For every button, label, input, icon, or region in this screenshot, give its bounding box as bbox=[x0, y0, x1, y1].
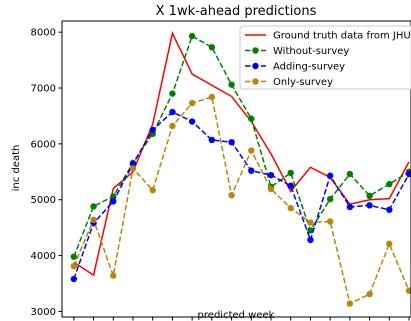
y-tick-label: 8000 bbox=[31, 28, 56, 39]
data-point-adding-survey bbox=[70, 275, 78, 283]
data-point-without-survey bbox=[208, 44, 216, 51]
data-point-only-survey bbox=[405, 287, 411, 294]
data-point-only-survey bbox=[129, 165, 137, 172]
series-line-only-survey bbox=[73, 95, 410, 305]
data-point-adding-survey bbox=[386, 206, 393, 213]
data-point-adding-survey bbox=[110, 198, 117, 205]
series-line-adding-survey bbox=[73, 111, 410, 280]
data-point-without-survey bbox=[366, 192, 373, 200]
legend-marker bbox=[252, 78, 259, 85]
plot-frame bbox=[61, 20, 411, 318]
legend: Ground truth data from JHU Without-survey… bbox=[239, 25, 411, 90]
data-point-only-survey bbox=[346, 300, 354, 307]
data-point-only-survey bbox=[386, 240, 393, 248]
chart-title: X 1wk-ahead predictions bbox=[156, 4, 317, 19]
data-point-without-survey bbox=[287, 169, 294, 177]
data-point-adding-survey bbox=[326, 172, 334, 179]
data-point-adding-survey bbox=[366, 202, 373, 209]
data-point-only-survey bbox=[149, 187, 156, 194]
data-point-without-survey bbox=[228, 81, 235, 88]
data-point-only-survey bbox=[70, 262, 78, 270]
legend-label: Ground truth data from JHU bbox=[273, 31, 411, 42]
data-point-only-survey bbox=[326, 218, 334, 225]
data-point-adding-survey bbox=[169, 108, 176, 116]
data-point-adding-survey bbox=[287, 182, 294, 189]
x-axis-title: predicted week bbox=[198, 310, 275, 321]
legend-marker bbox=[252, 62, 259, 70]
data-point-without-survey bbox=[70, 253, 78, 260]
data-point-only-survey bbox=[287, 204, 294, 212]
data-point-only-survey bbox=[169, 122, 176, 130]
legend-label: Without-survey bbox=[273, 46, 349, 57]
data-point-adding-survey bbox=[346, 203, 354, 211]
data-point-only-survey bbox=[90, 216, 97, 224]
data-point-without-survey bbox=[188, 32, 196, 40]
data-point-adding-survey bbox=[129, 160, 137, 168]
data-point-adding-survey bbox=[188, 118, 196, 125]
data-point-adding-survey bbox=[307, 236, 314, 244]
data-point-without-survey bbox=[307, 227, 314, 234]
y-tick-label: 6000 bbox=[31, 139, 56, 150]
legend-label: Adding-survey bbox=[273, 62, 345, 73]
legend-label: Only-survey bbox=[273, 77, 333, 88]
data-point-only-survey bbox=[267, 185, 275, 193]
data-point-adding-survey bbox=[208, 136, 216, 144]
y-axis-title: inc death bbox=[11, 145, 22, 192]
data-point-adding-survey bbox=[267, 171, 275, 179]
data-point-without-survey bbox=[90, 203, 97, 210]
axes: 2627282930313233343536373839404142433000… bbox=[31, 28, 410, 321]
y-tick-label: 7000 bbox=[31, 84, 56, 95]
plot-area bbox=[70, 31, 411, 307]
data-point-adding-survey bbox=[149, 126, 156, 134]
series-line-ground-truth-data-from-jhu bbox=[73, 31, 410, 277]
data-point-without-survey bbox=[346, 170, 354, 178]
data-point-adding-survey bbox=[228, 138, 235, 146]
data-point-only-survey bbox=[366, 290, 373, 298]
y-tick-label: 5000 bbox=[31, 195, 56, 206]
data-point-without-survey bbox=[248, 115, 255, 122]
legend-box bbox=[239, 25, 411, 90]
data-point-adding-survey bbox=[405, 170, 411, 178]
data-point-only-survey bbox=[307, 219, 314, 226]
data-point-only-survey bbox=[110, 272, 117, 279]
data-point-adding-survey bbox=[248, 167, 255, 174]
data-point-only-survey bbox=[188, 99, 196, 107]
data-point-without-survey bbox=[326, 195, 334, 203]
data-point-without-survey bbox=[169, 90, 176, 97]
data-point-only-survey bbox=[208, 93, 216, 101]
y-tick-label: 4000 bbox=[31, 251, 56, 262]
data-point-only-survey bbox=[248, 147, 255, 154]
legend-marker bbox=[252, 47, 259, 54]
data-point-without-survey bbox=[386, 180, 393, 188]
y-tick-label: 3000 bbox=[31, 307, 56, 318]
series-line-without-survey bbox=[73, 34, 410, 257]
data-point-only-survey bbox=[228, 192, 235, 199]
